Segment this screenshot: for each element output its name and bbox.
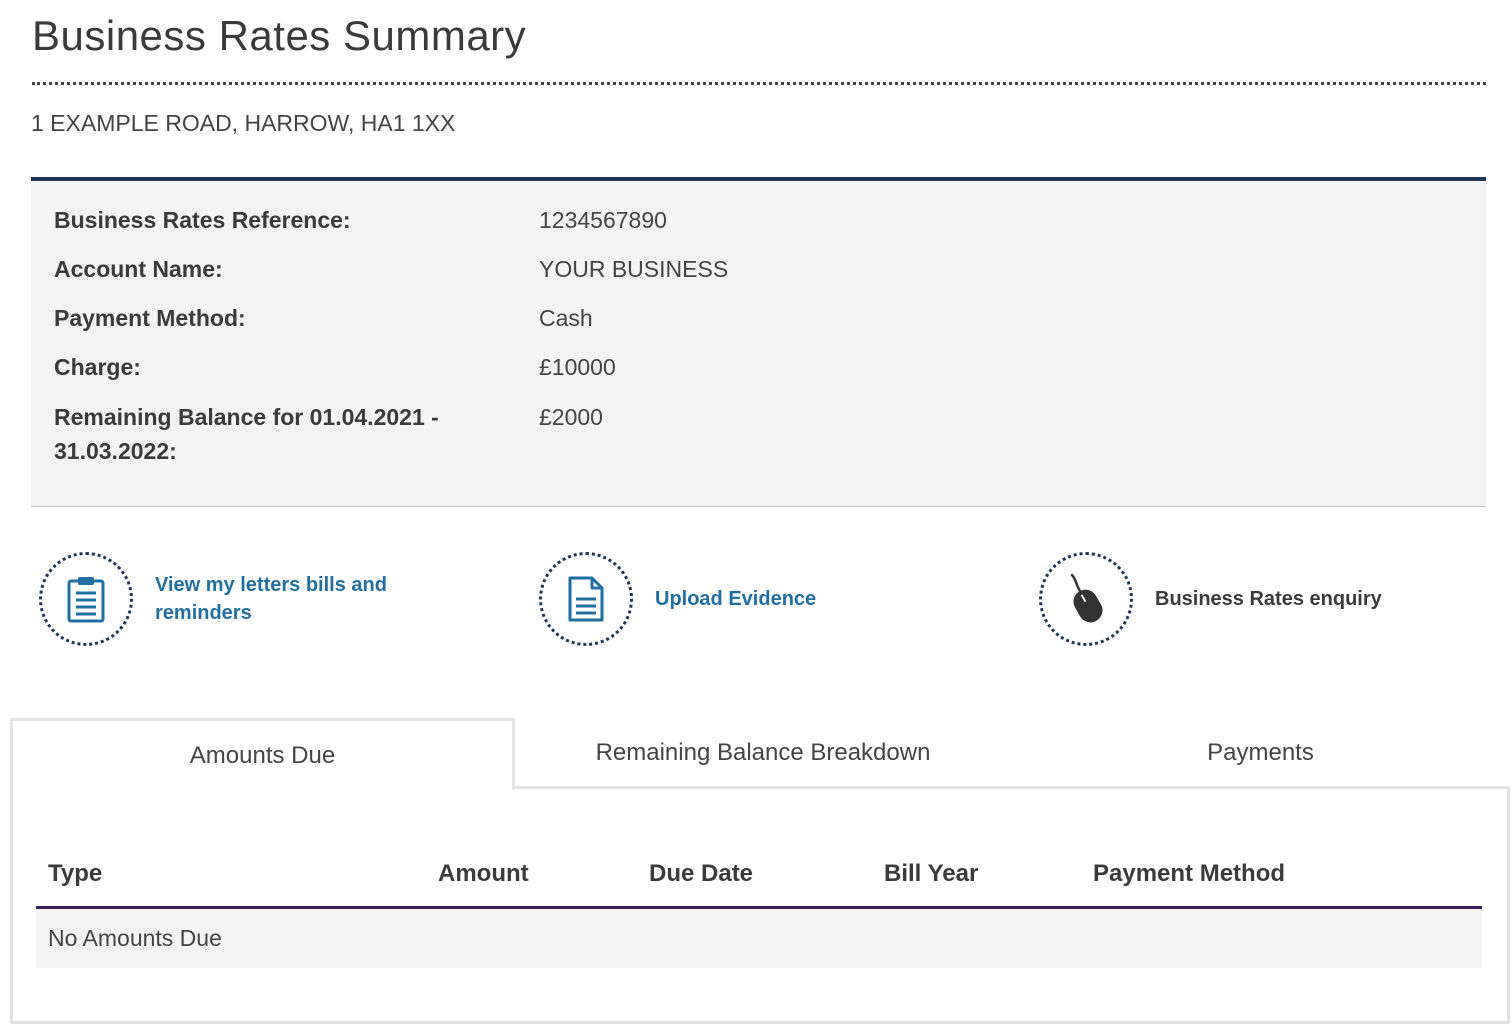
reference-label: Business Rates Reference: <box>54 207 351 233</box>
remaining-balance-value: £2000 <box>539 404 603 430</box>
empty-table-message: No Amounts Due <box>48 925 222 951</box>
business-rates-enquiry-label[interactable]: Business Rates enquiry <box>1155 588 1382 610</box>
account-summary-panel: Business Rates Reference: 1234567890 Acc… <box>31 177 1486 507</box>
charge-label: Charge: <box>54 354 141 380</box>
business-rates-enquiry-action[interactable]: Business Rates enquiry <box>1039 549 1382 649</box>
charge-value: £10000 <box>539 354 616 380</box>
table-header-divider <box>36 906 1482 909</box>
table-row: No Amounts Due <box>36 909 1482 968</box>
column-header-due-date: Due Date <box>649 860 754 887</box>
view-letters-link[interactable]: View my letters bills and reminders <box>155 574 387 624</box>
clipboard-icon <box>67 577 105 623</box>
column-header-type: Type <box>48 860 103 887</box>
enquiry-icon-circle[interactable] <box>1039 552 1133 646</box>
column-header-amount: Amount <box>438 860 529 887</box>
payment-method-label: Payment Method: <box>54 305 246 331</box>
column-header-bill-year: Bill Year <box>884 860 979 887</box>
upload-evidence-action[interactable]: Upload Evidence <box>539 549 816 649</box>
page-title: Business Rates Summary <box>32 12 527 59</box>
tab-payments[interactable]: Payments <box>1207 739 1314 766</box>
account-name-label: Account Name: <box>54 256 223 282</box>
mouse-icon <box>1070 573 1103 623</box>
tab-remaining-balance-breakdown[interactable]: Remaining Balance Breakdown <box>595 739 931 766</box>
tab-panel-amounts-due <box>10 787 1510 1024</box>
remaining-balance-label: Remaining Balance for 01.04.2021 - 31.03… <box>54 404 439 464</box>
view-letters-action[interactable]: View my letters bills and reminders <box>39 549 435 649</box>
payment-method-value: Cash <box>539 305 593 331</box>
tab-strip-border <box>512 786 1510 789</box>
document-icon <box>568 576 604 622</box>
property-address: 1 EXAMPLE ROAD, HARROW, HA1 1XX <box>31 110 456 136</box>
upload-evidence-icon-circle[interactable] <box>539 552 633 646</box>
title-divider <box>32 82 1486 85</box>
reference-value: 1234567890 <box>539 207 667 233</box>
tab-amounts-due[interactable]: Amounts Due <box>10 718 515 790</box>
upload-evidence-link[interactable]: Upload Evidence <box>655 588 817 610</box>
column-header-payment-method: Payment Method <box>1093 860 1286 887</box>
view-letters-icon-circle[interactable] <box>39 552 133 646</box>
account-name-value: YOUR BUSINESS <box>539 256 729 282</box>
